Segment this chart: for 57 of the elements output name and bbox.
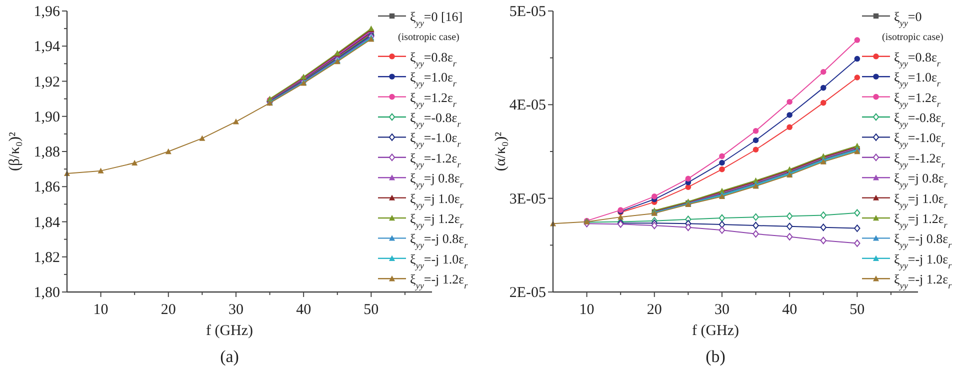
x-axis-title: f (GHz) <box>692 323 740 339</box>
legend-label: ξ$_{yy}$=1.0ε$_{r}$ <box>410 70 457 89</box>
legend-label: ξ$_{yy}$=j 0.8ε$_{r}$ <box>410 170 464 190</box>
legend-label: ξ$_{yy}$=1.0ε$_{r}$ <box>894 70 941 89</box>
x-tick-label: 50 <box>364 302 379 318</box>
legend-label: ξ$_{yy}$=1.2ε$_{r}$ <box>894 90 941 109</box>
y-tick-label: 5E-05 <box>509 4 546 20</box>
y-tick-label: 1,90 <box>34 109 60 126</box>
legend-label: ξ$_{yy}$=-j 1.2ε$_{r}$ <box>894 272 952 291</box>
y-tick-label: 1,82 <box>34 250 60 266</box>
legend-label: ξ$_{yy}$=j 1.0ε$_{r}$ <box>894 190 948 210</box>
x-tick-label: 10 <box>93 302 108 318</box>
legend-label: ξ$_{yy}$=0 <box>894 9 922 28</box>
legend-label: ξ$_{yy}$=j 0.8ε$_{r}$ <box>894 170 948 190</box>
legend-label: ξ$_{yy}$=-1.0ε$_{r}$ <box>410 130 462 150</box>
annotation: (isotropic case) <box>882 32 944 44</box>
y-tick-label: 1,84 <box>34 214 60 231</box>
y-tick-label: 4E-05 <box>509 98 546 114</box>
legend-label: ξ$_{yy}$=j 1.2ε$_{r}$ <box>894 211 948 230</box>
y-axis-title: (β/κ₀)² <box>7 131 23 172</box>
x-tick-label: 30 <box>714 302 730 318</box>
legend-label: ξ$_{yy}$=j 1.2ε$_{r}$ <box>410 211 464 230</box>
legend-label: ξ$_{yy}$=-0.8ε$_{r}$ <box>410 110 462 129</box>
y-tick-label: 3E-05 <box>509 191 546 208</box>
x-tick-label: 20 <box>646 302 662 318</box>
x-tick-label: 40 <box>782 302 798 318</box>
x-tick-label: 10 <box>579 302 594 318</box>
y-tick-label: 2E-05 <box>509 285 546 301</box>
y-tick-label: 1,92 <box>34 74 60 90</box>
x-tick-label: 30 <box>228 302 244 318</box>
legend-label: ξ$_{yy}$=0 [16] <box>410 9 463 28</box>
x-axis-title: f (GHz) <box>206 323 254 339</box>
legend-label: ξ$_{yy}$=-j 1.0ε$_{r}$ <box>894 251 952 270</box>
legend-label: ξ$_{yy}$=0.8ε$_{r}$ <box>410 49 457 68</box>
legend-label: ξ$_{yy}$=-1.2ε$_{r}$ <box>894 150 946 170</box>
legend-label: ξ$_{yy}$=-j 1.2ε$_{r}$ <box>410 272 468 291</box>
legend-label: ξ$_{yy}$=1.2ε$_{r}$ <box>410 90 457 109</box>
y-tick-label: 1,96 <box>34 4 60 20</box>
x-tick-label: 20 <box>160 302 176 318</box>
legend-label: ξ$_{yy}$=j 1.0ε$_{r}$ <box>410 190 464 210</box>
legend-label: ξ$_{yy}$=-j 0.8ε$_{r}$ <box>410 231 468 250</box>
annotation: (isotropic case) <box>398 32 460 44</box>
y-axis-title: (α/κ₀)² <box>493 131 509 172</box>
y-tick-label: 1,88 <box>34 144 60 160</box>
x-tick-label: 50 <box>850 302 865 318</box>
legend-label: ξ$_{yy}$=-1.2ε$_{r}$ <box>410 150 462 170</box>
legend-label: ξ$_{yy}$=-1.0ε$_{r}$ <box>894 130 946 150</box>
legend-label: ξ$_{yy}$=-j 1.0ε$_{r}$ <box>410 251 468 270</box>
x-tick-label: 40 <box>296 302 312 318</box>
legend-label: ξ$_{yy}$=-0.8ε$_{r}$ <box>894 110 946 129</box>
text: (a) <box>220 347 239 366</box>
y-tick-label: 1,94 <box>34 39 60 56</box>
y-tick-label: 1,86 <box>34 180 60 196</box>
legend-label: ξ$_{yy}$=0.8ε$_{r}$ <box>894 49 941 68</box>
text: (b) <box>706 347 726 366</box>
y-tick-label: 1,80 <box>34 285 60 301</box>
legend-label: ξ$_{yy}$=-j 0.8ε$_{r}$ <box>894 231 952 250</box>
